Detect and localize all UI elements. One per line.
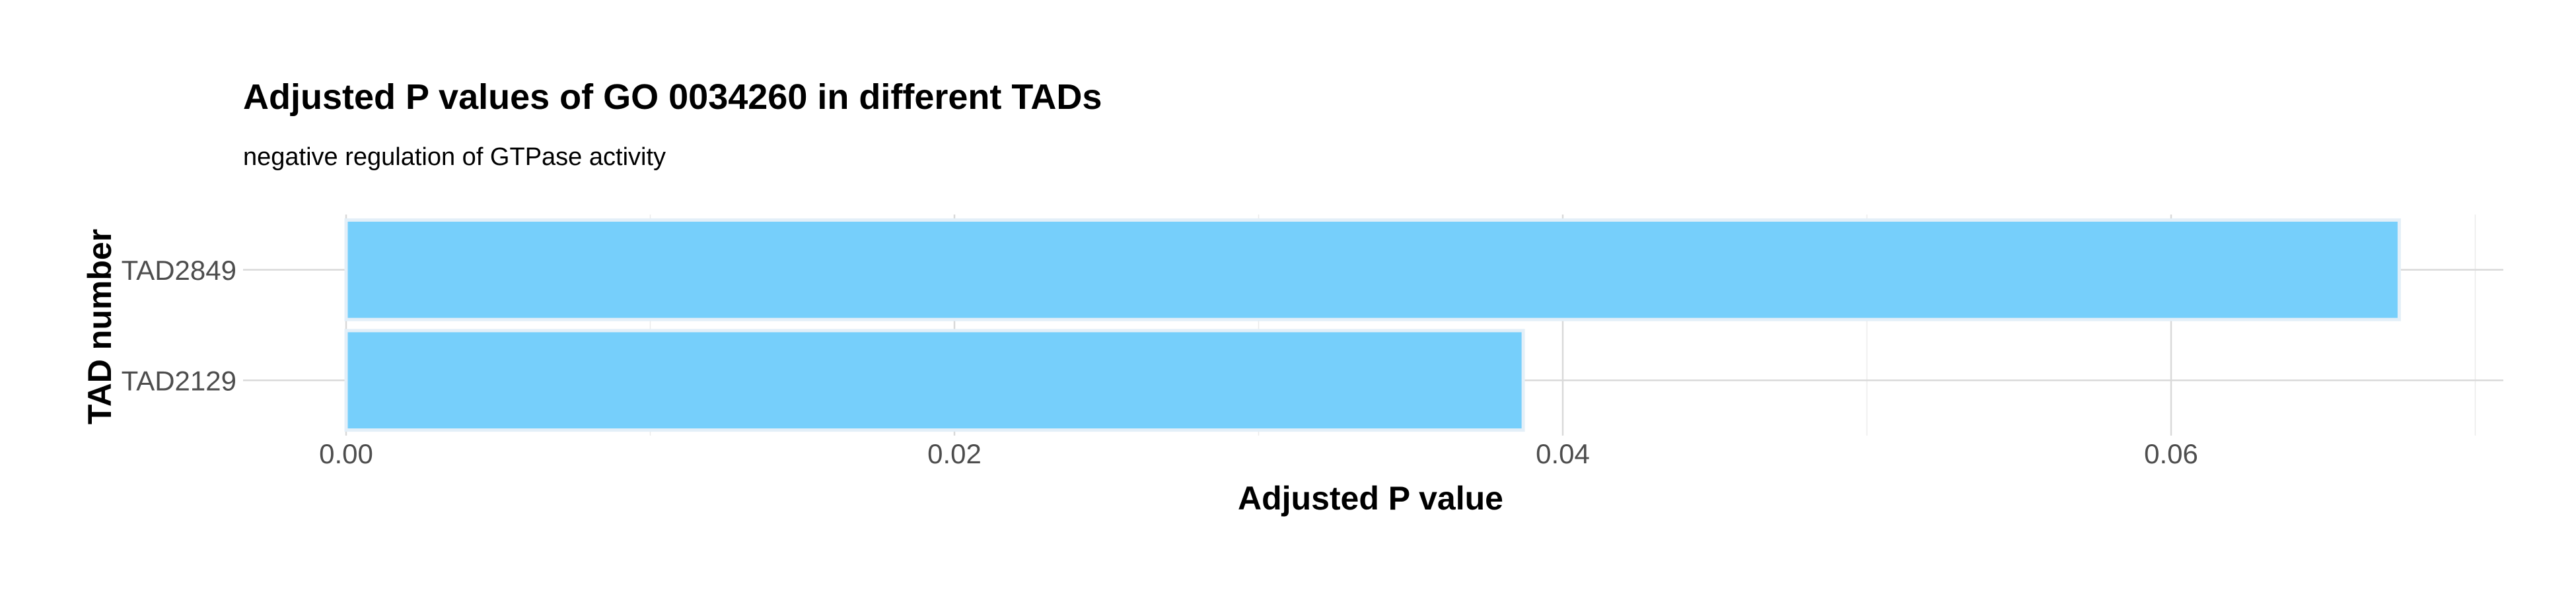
chart-subtitle: negative regulation of GTPase activity [243,143,666,171]
x-tick-label: 0.06 [2144,438,2198,469]
bar-tad2129 [344,329,1525,432]
chart-title: Adjusted P values of GO 0034260 in diffe… [243,77,1102,117]
x-tick-labels: 0.00 0.02 0.04 0.06 [319,438,2198,469]
x-axis-title: Adjusted P value [1238,480,1503,517]
y-tick-labels: TAD2129 TAD2849 [122,255,236,397]
y-tick-label: TAD2849 [122,255,236,286]
y-tick-label: TAD2129 [122,365,236,396]
x-tick-label: 0.02 [927,438,982,469]
y-axis-title: TAD number [81,229,118,424]
x-tick-label: 0.00 [319,438,373,469]
bar-tad2849 [344,218,2401,321]
bars [344,218,2401,432]
x-tick-label: 0.04 [1536,438,1590,469]
